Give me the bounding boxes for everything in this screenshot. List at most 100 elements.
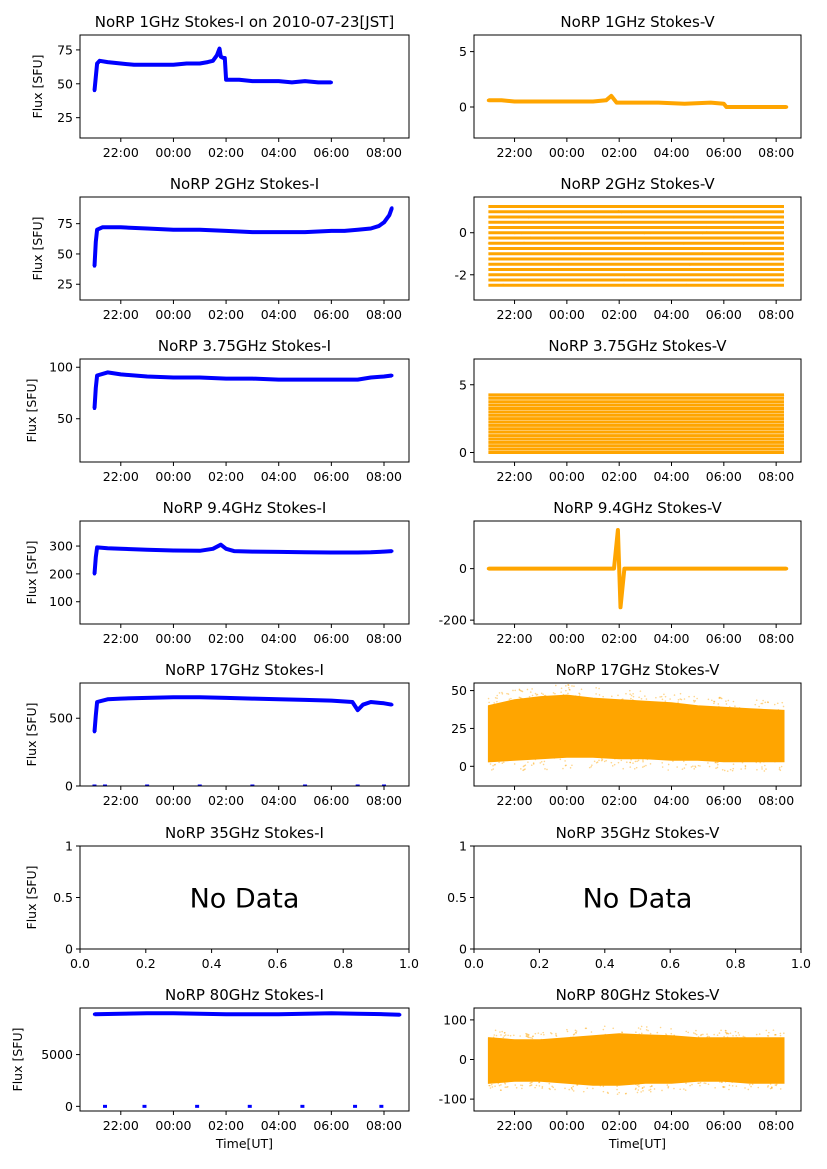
data-point bbox=[599, 1084, 602, 1087]
data-point bbox=[520, 1084, 522, 1087]
data-point bbox=[554, 684, 557, 687]
data-point bbox=[638, 1085, 640, 1088]
data-point bbox=[569, 232, 571, 234]
data-point bbox=[616, 528, 620, 532]
series-line bbox=[92, 542, 393, 575]
data-point bbox=[606, 1091, 609, 1094]
data-point bbox=[732, 763, 735, 765]
data-point bbox=[516, 430, 518, 433]
data-point bbox=[609, 226, 612, 228]
data-point bbox=[525, 1032, 527, 1035]
data-point bbox=[488, 451, 491, 454]
data-point bbox=[568, 688, 571, 691]
data-point bbox=[622, 767, 624, 770]
data-point bbox=[495, 428, 498, 430]
x-tick-label: 00:00 bbox=[549, 469, 585, 484]
data-point bbox=[707, 1035, 709, 1038]
data-point bbox=[697, 764, 700, 767]
data-point bbox=[717, 761, 719, 764]
x-tick-label: 1.0 bbox=[399, 956, 419, 971]
x-tick-label: 22:00 bbox=[103, 307, 139, 322]
x-tick-label: 0.4 bbox=[595, 956, 615, 971]
data-point bbox=[759, 404, 762, 407]
data-point bbox=[633, 206, 636, 208]
data-point bbox=[702, 1033, 704, 1036]
data-point bbox=[638, 417, 640, 419]
data-point bbox=[697, 1036, 700, 1038]
data-point bbox=[659, 414, 661, 416]
data-point bbox=[756, 425, 759, 427]
data-point bbox=[171, 548, 176, 553]
data-point bbox=[303, 230, 307, 234]
data-point bbox=[639, 1028, 642, 1030]
data-point bbox=[277, 550, 281, 554]
data-point bbox=[488, 701, 490, 704]
data-point bbox=[705, 420, 707, 423]
data-point bbox=[680, 216, 683, 219]
data-point bbox=[713, 414, 715, 417]
data-point bbox=[119, 696, 123, 701]
data-point bbox=[673, 1087, 675, 1090]
data-point bbox=[686, 227, 688, 229]
data-point bbox=[778, 766, 781, 769]
data-point bbox=[766, 701, 769, 703]
data-point bbox=[770, 1086, 773, 1088]
data-point bbox=[715, 431, 717, 434]
data-point bbox=[709, 100, 713, 105]
data-point bbox=[783, 1032, 785, 1035]
data-point bbox=[529, 236, 531, 238]
data-point bbox=[651, 1085, 653, 1087]
data-point bbox=[728, 1088, 730, 1091]
data-point bbox=[641, 766, 644, 768]
data-point bbox=[626, 418, 628, 420]
data-point bbox=[733, 216, 735, 218]
data-point bbox=[232, 549, 236, 553]
x-tick-label: 00:00 bbox=[155, 307, 191, 322]
data-point bbox=[724, 1029, 727, 1032]
data-point bbox=[754, 424, 756, 427]
data-point bbox=[712, 404, 714, 406]
data-point bbox=[643, 233, 646, 235]
data-point bbox=[701, 252, 704, 254]
series-line bbox=[488, 93, 787, 109]
data-point bbox=[782, 705, 785, 708]
x-tick-label: 08:00 bbox=[758, 1118, 794, 1133]
data-point bbox=[501, 693, 504, 695]
data-point bbox=[703, 1082, 706, 1084]
data-point bbox=[263, 79, 268, 83]
data-point bbox=[540, 1033, 542, 1036]
data-point bbox=[680, 698, 683, 701]
data-point bbox=[721, 1081, 723, 1083]
data-point bbox=[685, 763, 687, 766]
data-point bbox=[598, 687, 600, 690]
data-point bbox=[119, 372, 123, 377]
data-point bbox=[488, 407, 491, 409]
data-point bbox=[534, 279, 537, 281]
data-point bbox=[590, 283, 592, 286]
data-point bbox=[531, 1081, 533, 1084]
data-point bbox=[708, 258, 711, 260]
x-tick-label: 00:00 bbox=[155, 469, 191, 484]
data-point bbox=[700, 1034, 702, 1037]
data-point bbox=[774, 567, 778, 571]
data-point bbox=[629, 766, 632, 768]
data-point bbox=[610, 279, 613, 281]
data-point bbox=[502, 283, 504, 285]
data-point bbox=[520, 768, 522, 770]
data-point bbox=[501, 762, 504, 764]
data-point bbox=[667, 763, 670, 766]
data-point bbox=[713, 700, 715, 703]
data-point bbox=[676, 766, 678, 768]
data-point bbox=[631, 411, 634, 414]
data-point bbox=[525, 1034, 528, 1036]
data-point bbox=[592, 431, 594, 433]
data-point bbox=[653, 1088, 656, 1090]
x-tick-label: 06:00 bbox=[313, 307, 349, 322]
data-point bbox=[382, 374, 386, 379]
data-point bbox=[691, 1083, 693, 1086]
data-point bbox=[613, 444, 615, 447]
data-point bbox=[575, 1032, 578, 1034]
data-point bbox=[513, 763, 516, 765]
data-point bbox=[749, 284, 752, 287]
x-tick-label: 08:00 bbox=[758, 631, 794, 646]
